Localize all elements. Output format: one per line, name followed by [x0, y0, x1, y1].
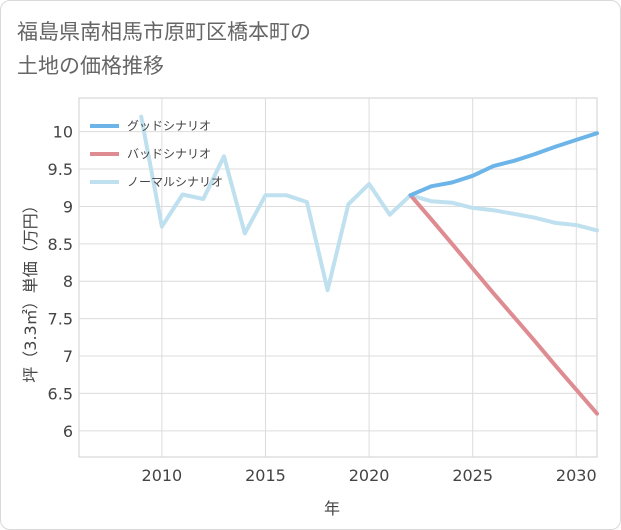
- legend-label: ノーマルシナリオ: [127, 175, 223, 189]
- axes: 年 坪（3.3㎡）単価（万円）: [21, 197, 340, 518]
- series-line-good: [408, 131, 599, 198]
- plot-border: [78, 97, 598, 458]
- series-line-normal: [139, 114, 599, 293]
- y-tick-label: 9: [63, 197, 73, 216]
- page-title: 福島県南相馬市原町区橋本町の 土地の価格推移: [17, 15, 311, 83]
- y-axis-label: 坪（3.3㎡）単価（万円）: [21, 197, 40, 382]
- y-tick-label: 8.5: [48, 235, 73, 254]
- legend-item-good[interactable]: グッドシナリオ: [90, 119, 211, 133]
- x-axis-label: 年: [324, 499, 340, 518]
- title-line-2: 土地の価格推移: [17, 54, 164, 78]
- x-tick-label: 2020: [349, 466, 390, 485]
- y-tick-label: 7: [63, 347, 73, 366]
- y-tick-label: 8: [63, 272, 73, 291]
- legend-item-bad[interactable]: バッドシナリオ: [90, 147, 211, 161]
- series-layer: [139, 114, 599, 416]
- y-tick-label: 7.5: [48, 310, 73, 329]
- legend-label: バッドシナリオ: [127, 147, 211, 161]
- title-line-1: 福島県南相馬市原町区橋本町の: [17, 20, 311, 44]
- x-tick-label: 2030: [556, 466, 597, 485]
- y-tick-label: 9.5: [48, 160, 73, 179]
- plot-area: [78, 97, 598, 458]
- y-tick-label: 6: [63, 422, 73, 441]
- y-tick-label: 6.5: [48, 384, 73, 403]
- series-line-bad: [408, 193, 599, 416]
- legend-item-normal[interactable]: ノーマルシナリオ: [90, 175, 223, 189]
- y-tick-label: 10: [53, 123, 73, 142]
- tick-labels: 6 6.5 7 7.5 8 8.5 9 9.5 10 2010 2015 2020 2025 2030: [48, 123, 597, 485]
- x-tick-label: 2025: [452, 466, 493, 485]
- legend-label: グッドシナリオ: [127, 119, 211, 133]
- x-tick-label: 2015: [245, 466, 286, 485]
- x-tick-label: 2010: [142, 466, 183, 485]
